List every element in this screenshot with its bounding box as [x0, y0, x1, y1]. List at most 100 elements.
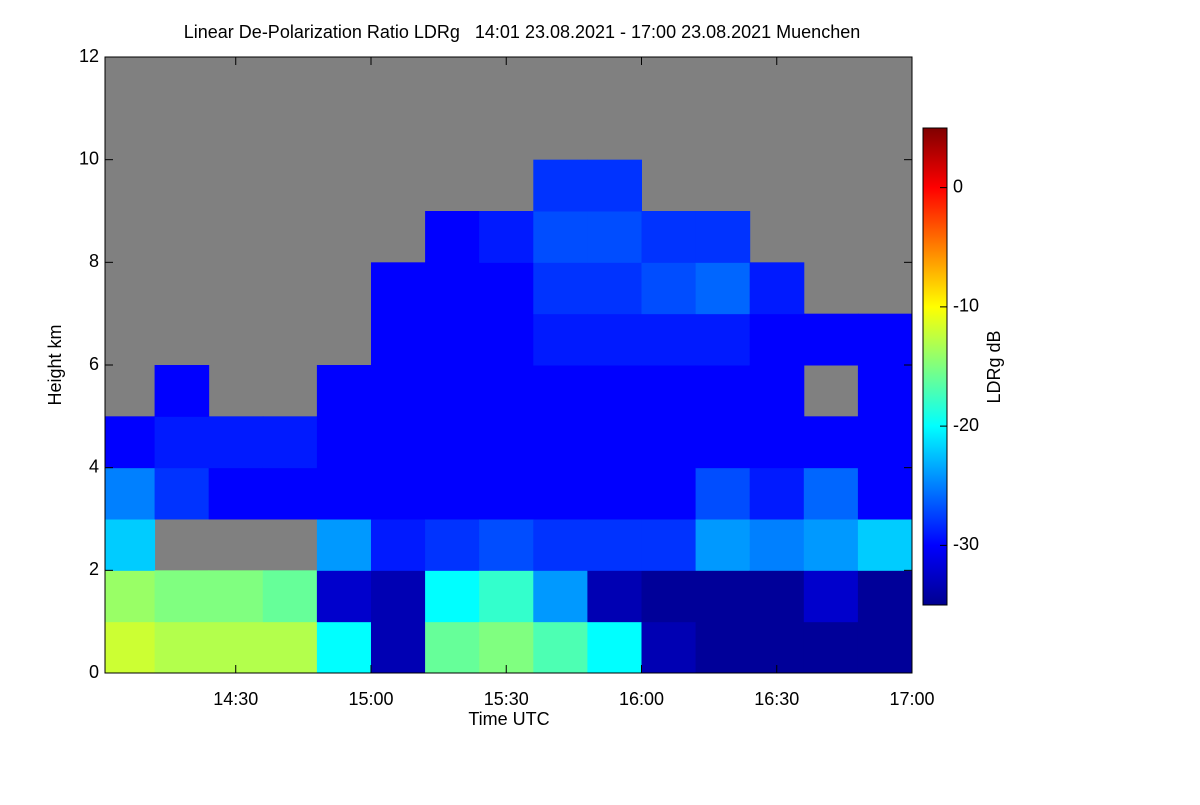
heat-cell	[316, 519, 372, 571]
heat-cell	[316, 467, 372, 520]
heat-cell	[695, 467, 751, 520]
heat-cell	[695, 313, 751, 366]
heat-cell	[533, 365, 588, 417]
heat-cell	[208, 570, 264, 623]
heat-cell	[154, 570, 210, 623]
heat-cell	[316, 570, 372, 623]
heat-cell	[641, 416, 697, 469]
heat-cell	[587, 211, 642, 263]
heat-cell	[587, 159, 642, 212]
heat-cell	[208, 467, 264, 520]
x-tick-label: 15:00	[348, 689, 393, 709]
heat-cell	[641, 621, 697, 674]
heat-cell	[425, 365, 480, 417]
heat-cell	[425, 467, 480, 520]
heat-cell	[262, 621, 318, 674]
x-tick-label: 15:30	[484, 689, 529, 709]
heat-cell	[479, 519, 534, 571]
heat-cell	[533, 519, 588, 571]
heat-cell	[641, 262, 697, 315]
heat-cell	[695, 211, 751, 263]
heat-cell	[857, 519, 913, 571]
heat-cell	[641, 570, 697, 623]
heat-cell	[154, 467, 210, 520]
heat-cell	[641, 519, 697, 571]
heat-cell	[479, 621, 534, 674]
heat-cell	[105, 519, 156, 571]
heat-cell	[370, 621, 426, 674]
heat-cell	[749, 519, 805, 571]
heat-cell	[587, 313, 642, 366]
colorbar-tick-label: -30	[953, 534, 979, 554]
chart-title: Linear De-Polarization Ratio LDRg 14:01 …	[184, 22, 860, 42]
heat-cell	[105, 621, 156, 674]
heat-cell	[533, 159, 588, 212]
heat-cell	[425, 519, 480, 571]
heat-cell	[803, 467, 859, 520]
heat-cell	[425, 570, 480, 623]
heat-cell	[479, 262, 534, 315]
heat-cell	[803, 570, 859, 623]
colorbar-tick-label: -20	[953, 415, 979, 435]
heat-cell	[208, 621, 264, 674]
heat-cell	[749, 570, 805, 623]
heat-cell	[154, 416, 210, 469]
heat-cell	[479, 365, 534, 417]
heat-cell	[533, 262, 588, 315]
heat-cell	[803, 313, 859, 366]
colorbar-tick-label: 0	[953, 176, 963, 196]
x-tick-label: 16:00	[619, 689, 664, 709]
heat-cell	[857, 365, 913, 417]
y-tick-label: 10	[79, 148, 99, 168]
y-tick-label: 4	[89, 456, 99, 476]
heat-cell	[587, 621, 642, 674]
heat-cell	[262, 467, 318, 520]
heat-cell	[425, 621, 480, 674]
heat-cell	[695, 621, 751, 674]
heat-cell	[533, 211, 588, 263]
y-tick-label: 0	[89, 662, 99, 682]
heat-cell	[105, 467, 156, 520]
heat-cell	[695, 365, 751, 417]
heat-cell	[105, 416, 156, 469]
heat-cell	[370, 467, 426, 520]
heat-cell	[479, 211, 534, 263]
heat-cell	[641, 313, 697, 366]
heat-cell	[105, 570, 156, 623]
heat-cell	[425, 262, 480, 315]
heat-cell	[370, 416, 426, 469]
heat-cell	[533, 416, 588, 469]
heat-cell	[749, 621, 805, 674]
x-axis-label: Time UTC	[468, 709, 549, 729]
heat-cell	[479, 467, 534, 520]
heat-cell	[262, 570, 318, 623]
heat-cell	[533, 570, 588, 623]
heat-cell	[370, 262, 426, 315]
heat-cell	[425, 313, 480, 366]
y-tick-label: 2	[89, 559, 99, 579]
heat-cell	[857, 416, 913, 469]
heat-cell	[425, 416, 480, 469]
x-tick-label: 16:30	[754, 689, 799, 709]
heat-cell	[533, 621, 588, 674]
heat-cell	[370, 365, 426, 417]
heat-cell	[316, 621, 372, 674]
x-tick-label: 17:00	[889, 689, 934, 709]
y-tick-label: 8	[89, 251, 99, 271]
colorbar-tick-label: -10	[953, 296, 979, 316]
heat-cell	[641, 467, 697, 520]
heat-cell	[749, 313, 805, 366]
heat-cell	[803, 621, 859, 674]
heat-cell	[695, 519, 751, 571]
heat-cell	[587, 570, 642, 623]
heat-cell	[749, 365, 805, 417]
heat-cell	[857, 570, 913, 623]
heat-cell	[641, 365, 697, 417]
heat-cell	[641, 211, 697, 263]
heat-cell	[803, 416, 859, 469]
colorbar	[922, 127, 948, 606]
heat-cell	[370, 313, 426, 366]
heat-cell	[857, 313, 913, 366]
heat-cell	[695, 262, 751, 315]
